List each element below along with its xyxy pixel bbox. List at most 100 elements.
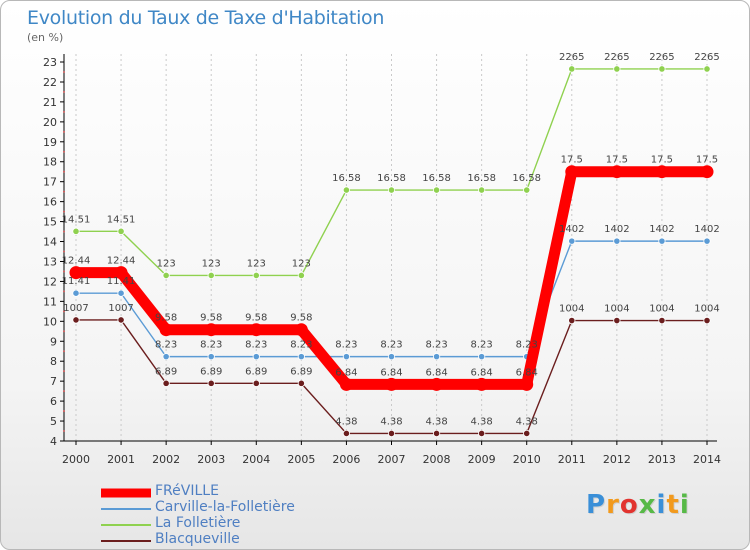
data-label-0-2004: 9.58 xyxy=(245,313,267,324)
x-tick-label-2013: 2013 xyxy=(648,453,676,466)
y-tick-label-9: 9 xyxy=(50,335,57,348)
legend-label-carville: Carville-la-Folletière xyxy=(155,499,295,515)
point-2-2007 xyxy=(387,186,396,194)
data-label-3-2001: 1007 xyxy=(108,303,133,314)
y-tick-label-19: 19 xyxy=(43,136,57,149)
data-label-2-2005: 123 xyxy=(292,258,311,269)
data-label-0-2013: 17.5 xyxy=(651,155,673,166)
data-label-1-2013: 1402 xyxy=(649,224,674,235)
point-0-2009 xyxy=(475,377,489,391)
point-1-2003 xyxy=(207,353,215,361)
point-3-2003 xyxy=(207,379,215,387)
data-label-1-2011: 1402 xyxy=(559,224,584,235)
y-tick-label-6: 6 xyxy=(50,395,57,408)
point-1-2007 xyxy=(387,353,396,361)
data-label-1-2007: 8.23 xyxy=(380,340,402,351)
point-2-2006 xyxy=(342,186,351,194)
y-minor-tick-14 xyxy=(63,230,65,233)
point-3-2008 xyxy=(432,429,441,438)
data-label-3-2012: 1004 xyxy=(604,304,629,315)
x-tick-label-2009: 2009 xyxy=(468,453,496,466)
y-tick-label-12: 12 xyxy=(43,275,57,288)
point-1-2001 xyxy=(117,289,125,297)
y-tick-label-7: 7 xyxy=(50,375,57,388)
data-label-3-2003: 6.89 xyxy=(200,366,222,377)
y-minor-tick-13 xyxy=(63,250,65,253)
point-0-2004 xyxy=(249,323,263,337)
point-1-2014 xyxy=(703,237,711,245)
x-tick-label-2000: 2000 xyxy=(62,453,90,466)
data-label-2-2006: 16.58 xyxy=(332,173,361,184)
x-tick-label-2012: 2012 xyxy=(603,453,631,466)
data-label-3-2014: 1004 xyxy=(694,304,719,315)
data-label-0-2014: 17.5 xyxy=(696,155,718,166)
data-label-0-2000: 12.44 xyxy=(62,256,91,267)
point-3-2012 xyxy=(613,316,621,325)
y-tick-label-4: 4 xyxy=(50,435,57,448)
data-label-1-2003: 8.23 xyxy=(200,340,222,351)
data-label-1-2006: 8.23 xyxy=(335,340,357,351)
point-0-2001 xyxy=(114,266,128,280)
point-0-2012 xyxy=(610,165,624,179)
logo-letter: P xyxy=(586,490,607,520)
proxiti-logo: Proxiti xyxy=(586,490,690,520)
y-tick-label-20: 20 xyxy=(43,116,57,129)
y-minor-tick-5 xyxy=(63,410,65,412)
series-layer xyxy=(69,65,714,438)
legend-label-blacqueville: Blacqueville xyxy=(155,531,240,547)
y-minor-tick-8 xyxy=(63,350,65,353)
point-2-2010 xyxy=(523,186,531,194)
data-label-1-2012: 1402 xyxy=(604,224,629,235)
data-label-0-2011: 17.5 xyxy=(561,155,583,166)
data-label-3-2008: 4.38 xyxy=(425,416,447,427)
series-line-0 xyxy=(70,166,713,390)
y-tick-label-8: 8 xyxy=(50,355,57,368)
y-tick-label-11: 11 xyxy=(43,295,57,308)
legend-swatch-freville xyxy=(101,488,151,498)
data-label-3-2004: 6.89 xyxy=(245,366,267,377)
point-1-2005 xyxy=(297,353,305,361)
logo-letter: x xyxy=(638,490,657,520)
data-label-3-2000: 1007 xyxy=(63,303,88,314)
data-label-2-2007: 16.58 xyxy=(377,173,406,184)
y-minor-tick-15 xyxy=(63,210,65,213)
point-3-2013 xyxy=(658,316,666,325)
point-3-2005 xyxy=(297,379,305,387)
point-0-2011 xyxy=(565,165,579,179)
data-label-3-2005: 6.89 xyxy=(290,366,312,377)
point-1-2011 xyxy=(568,237,576,245)
point-3-2004 xyxy=(252,379,260,387)
y-tick-label-15: 15 xyxy=(43,216,57,229)
point-0-2010 xyxy=(520,377,534,391)
point-2-2005 xyxy=(297,271,305,280)
point-0-2002 xyxy=(159,323,173,337)
data-label-0-2007: 6.84 xyxy=(380,367,402,378)
data-label-3-2010: 4.38 xyxy=(516,416,538,427)
data-label-1-2004: 8.23 xyxy=(245,340,267,351)
data-label-2-2014: 2265 xyxy=(694,52,719,63)
point-3-2014 xyxy=(703,316,711,325)
data-label-2-2011: 2265 xyxy=(559,52,584,63)
point-0-2014 xyxy=(700,165,714,179)
logo-letter: i xyxy=(679,490,690,520)
point-2-2000 xyxy=(72,227,80,235)
x-tick-label-2001: 2001 xyxy=(107,453,135,466)
x-tick-label-2004: 2004 xyxy=(242,453,270,466)
y-minor-tick-22 xyxy=(63,71,65,73)
data-label-2-2012: 2265 xyxy=(604,52,629,63)
data-label-2-2002: 123 xyxy=(157,258,176,269)
point-3-2009 xyxy=(478,429,486,438)
x-tick-label-2010: 2010 xyxy=(513,453,541,466)
point-1-2009 xyxy=(478,353,486,361)
data-label-1-2008: 8.23 xyxy=(425,340,447,351)
y-tick-label-10: 10 xyxy=(43,315,57,328)
data-label-3-2013: 1004 xyxy=(649,304,674,315)
chart-subtitle: (en %) xyxy=(27,31,64,44)
data-label-0-2010: 6.84 xyxy=(516,367,538,378)
data-label-0-2002: 9.58 xyxy=(155,313,177,324)
y-minor-tick-19 xyxy=(63,130,65,133)
x-tick-label-2002: 2002 xyxy=(152,453,180,466)
point-0-2005 xyxy=(294,323,308,337)
data-label-0-2009: 6.84 xyxy=(471,367,493,378)
